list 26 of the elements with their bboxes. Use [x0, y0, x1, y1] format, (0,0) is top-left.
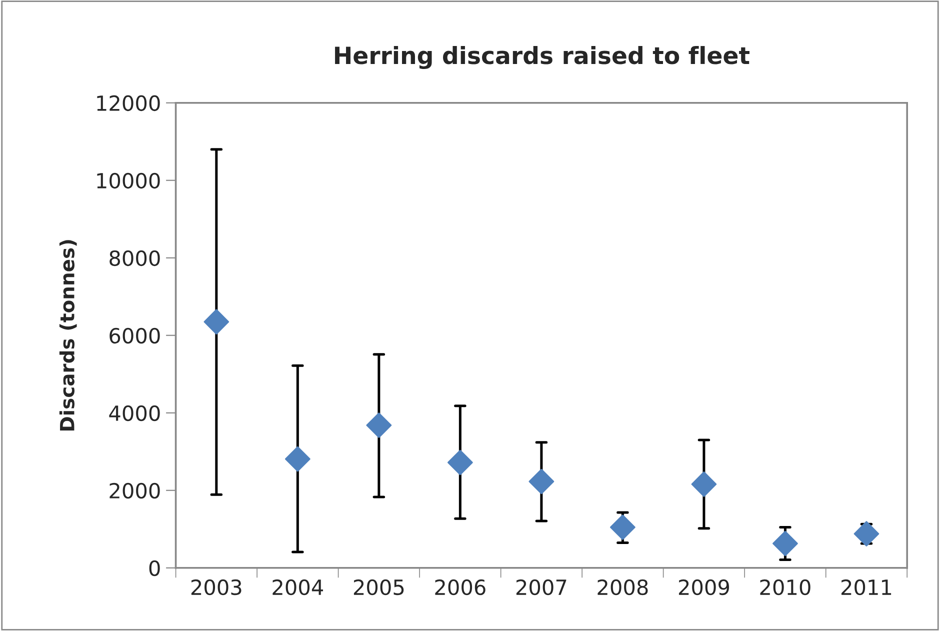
- point: [447, 450, 473, 476]
- y-tick-label: 2000: [110, 482, 160, 499]
- y-tick-label: 12000: [97, 95, 160, 112]
- y-tick-label: 10000: [97, 172, 160, 189]
- x-tick-label: 2006: [435, 579, 486, 596]
- point: [691, 471, 717, 497]
- x-tick-label: 2007: [516, 579, 566, 596]
- y-tick-label: 8000: [110, 250, 160, 266]
- x-tick-label: 2003: [191, 579, 242, 596]
- point: [284, 446, 310, 472]
- y-tick-label: 6000: [110, 328, 160, 344]
- point: [772, 530, 798, 556]
- x-tick-label: 2008: [598, 579, 648, 596]
- x-tick-label: 2009: [678, 579, 729, 596]
- x-tick-label: 2011: [841, 579, 892, 596]
- y-tick-label: 4000: [109, 405, 160, 422]
- point: [528, 468, 554, 494]
- y-tick-label: 0: [149, 560, 160, 576]
- point: [854, 521, 880, 547]
- x-tick-label: 2004: [272, 579, 324, 596]
- x-tick-label: 2010: [760, 579, 810, 596]
- point: [366, 412, 392, 438]
- chart-title: Herring discards raised to fleet: [335, 46, 750, 70]
- y-axis-title: Discards (tonnes): [59, 240, 77, 430]
- point: [204, 309, 230, 335]
- x-tick-label: 2005: [354, 579, 404, 596]
